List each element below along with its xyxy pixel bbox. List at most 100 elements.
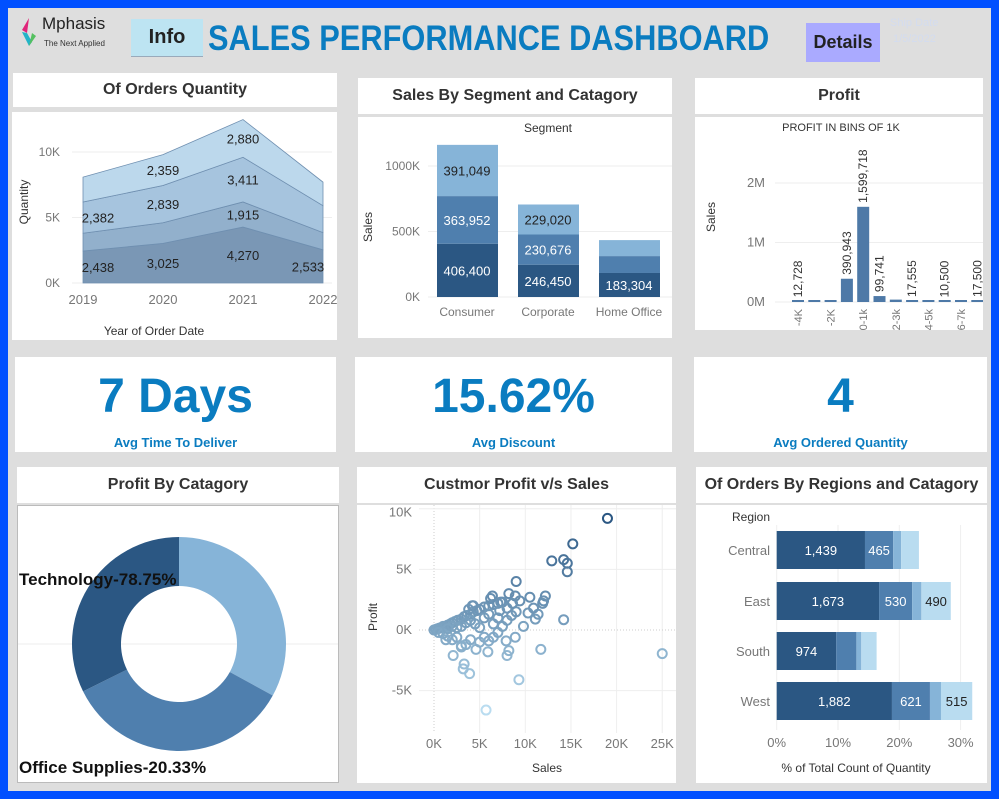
- y-tick-label: 0K: [396, 622, 412, 637]
- histogram-bar: [906, 300, 919, 302]
- bar-segment: [864, 531, 894, 569]
- scatter-point: [558, 614, 570, 626]
- y-tick-label: 5K: [396, 561, 412, 576]
- logo-mark-icon: [22, 18, 36, 46]
- profit-bins-chart: PROFIT IN BINS OF 1K 0M 1M 2M Sales 12,728 -4K…: [695, 117, 983, 330]
- scatter-point: [465, 614, 477, 626]
- scatter-point: [528, 602, 540, 614]
- x-tick-label: Corporate: [521, 305, 575, 319]
- ship-date-filter[interactable]: Ship Date 1/5/2022: [890, 15, 970, 47]
- x-tick-label: 0K: [426, 736, 442, 751]
- data-label: 2,880: [227, 131, 260, 146]
- ship-date-label: Ship Date: [890, 17, 939, 29]
- bar-segment: [940, 682, 973, 720]
- donut-slice: [83, 669, 273, 751]
- bar-segment: [599, 240, 660, 257]
- scatter-point: [561, 566, 573, 578]
- kpi-avg-discount: 15.62% Avg Discount: [355, 357, 672, 452]
- scatter-point: [492, 612, 504, 624]
- x-tick-label: Consumer: [439, 305, 494, 319]
- logo-name: Mphasis: [42, 14, 106, 33]
- scatter-point: [503, 645, 515, 657]
- x-tick-label: 2019: [69, 292, 98, 307]
- scatter-point: [482, 646, 494, 658]
- data-label: 1,882: [818, 694, 851, 709]
- kpi-value: 15.62%: [432, 370, 595, 423]
- y-axis-title: Sales: [704, 202, 718, 232]
- bar-segment: [879, 582, 913, 620]
- histogram-bar: [857, 206, 870, 302]
- x-tick-label: 10K: [514, 736, 537, 751]
- y-axis-title: Quantity: [17, 180, 31, 225]
- y-tick-label: 0K: [405, 290, 420, 304]
- y-tick-label: 500K: [392, 225, 420, 239]
- orders-regions-title: Of Orders By Regions and Catagory: [696, 467, 987, 503]
- x-tick-label: 2021: [229, 292, 258, 307]
- histogram-bar: [922, 300, 935, 302]
- x-tick-label: 20%: [886, 735, 912, 750]
- data-label: 2,438: [82, 260, 115, 275]
- data-label: 390,943: [840, 231, 854, 275]
- histogram-bar: [808, 300, 821, 302]
- data-label: 99,741: [873, 255, 887, 292]
- data-label: 1,673: [812, 594, 845, 609]
- scatter-point: [510, 575, 522, 587]
- scatter-point: [567, 538, 579, 550]
- data-label: 2,839: [147, 197, 180, 212]
- bar-segment: [856, 632, 862, 670]
- x-tick-label: 20K: [605, 736, 628, 751]
- bar-segment: [776, 632, 837, 670]
- bar-segment: [776, 682, 892, 720]
- x-tick-label: 30%: [948, 735, 974, 750]
- x-tick-label: 15K: [559, 736, 582, 751]
- x-tick-label: -4K: [793, 308, 805, 326]
- scatter-point: [500, 635, 512, 647]
- scatter-point: [538, 595, 550, 607]
- info-button[interactable]: Info: [131, 19, 203, 57]
- scatter-point: [494, 605, 506, 617]
- kpi-label: Avg Discount: [471, 435, 556, 450]
- scatter-point: [440, 634, 452, 646]
- kpi-avg-time-to-deliver: 7 Days Avg Time To Deliver: [15, 357, 336, 452]
- x-tick-label: 4-5k: [923, 309, 935, 330]
- bar-segment: [776, 582, 880, 620]
- bar-segment: [776, 531, 865, 569]
- data-label: 183,304: [606, 278, 653, 293]
- bar-segment: [893, 531, 902, 569]
- y-axis-title: Profit: [366, 602, 380, 631]
- bar-segment: [836, 632, 857, 670]
- scatter-point: [433, 626, 445, 638]
- data-label: 3,411: [227, 173, 259, 188]
- data-label: 2,533: [292, 259, 325, 274]
- scatter-point: [509, 631, 521, 643]
- histogram-bar: [955, 300, 967, 302]
- histogram-bar: [971, 300, 983, 302]
- bar-segment: [437, 243, 498, 297]
- scatter-point: [457, 663, 469, 675]
- y-axis-title: Sales: [361, 212, 375, 242]
- data-label: 17,500: [970, 260, 983, 297]
- mphasis-logo: Mphasis The Next Applied: [18, 14, 126, 54]
- data-label: 2,382: [82, 211, 115, 226]
- data-label: 465: [868, 543, 890, 558]
- scatter-point: [483, 608, 495, 620]
- histogram-bar: [824, 300, 837, 302]
- data-label: 229,020: [525, 212, 572, 227]
- scatter-point: [501, 649, 513, 661]
- region-header: Region: [732, 510, 770, 524]
- logo-tagline: The Next Applied: [44, 39, 105, 48]
- bar-segment: [599, 256, 660, 273]
- area-series-4: [82, 119, 324, 207]
- data-label: 12,728: [791, 260, 805, 297]
- x-tick-label: 2020: [149, 292, 178, 307]
- kpi-value: 4: [827, 370, 854, 423]
- data-label: 406,400: [444, 263, 491, 278]
- x-tick-label: 2-3k: [891, 309, 903, 330]
- y-tick-label: 10K: [389, 505, 412, 520]
- scatter-point: [447, 649, 459, 661]
- details-button[interactable]: Details: [806, 23, 880, 62]
- data-label: 391,049: [444, 163, 491, 178]
- scatter-point: [513, 674, 525, 686]
- bar-segment: [921, 582, 951, 620]
- y-tick-label: -5K: [392, 683, 413, 698]
